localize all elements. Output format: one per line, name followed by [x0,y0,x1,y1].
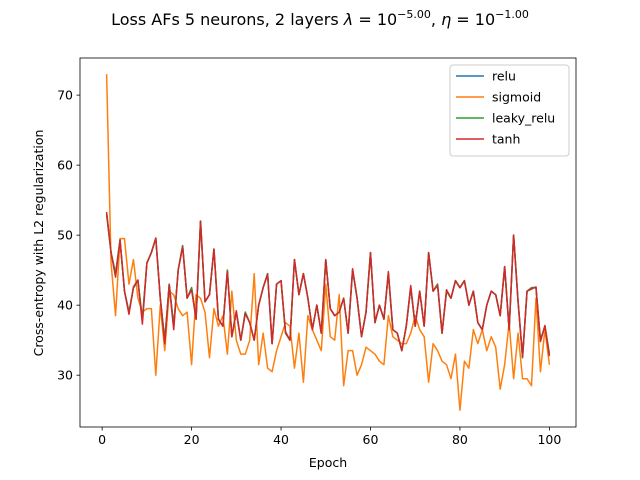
y-tick-label: 60 [57,158,73,173]
x-tick-label: 80 [452,432,468,447]
y-axis-label: Cross-entropy with L2 regularization [31,130,46,357]
series-line-sigmoid [105,74,551,411]
x-tick-label: 20 [184,432,200,447]
legend-label-tanh: tanh [492,132,520,147]
x-axis-label: Epoch [309,455,347,470]
y-tick-label: 40 [57,298,73,313]
legend-label-relu: relu [492,69,516,84]
x-tick-label: 0 [98,432,106,447]
y-tick-label: 50 [57,228,73,243]
x-axis-ticks: 0 20 40 60 80 100 [98,427,561,447]
plot-lines [105,74,551,411]
legend-label-leaky-relu: leaky_relu [492,111,555,126]
chart-title: Loss AFs 5 neurons, 2 layers λ = 10−5.00… [111,8,529,29]
legend-label-sigmoid: sigmoid [492,90,541,105]
y-tick-label: 30 [57,368,73,383]
x-tick-label: 40 [273,432,289,447]
legend-box [449,64,570,157]
y-axis-ticks: 30 40 50 60 70 [57,88,80,383]
series-line-tanh [105,211,551,358]
plot-area-frame [79,57,577,428]
x-tick-label: 100 [537,432,561,447]
y-tick-label: 70 [57,88,73,103]
x-tick-label: 60 [363,432,379,447]
